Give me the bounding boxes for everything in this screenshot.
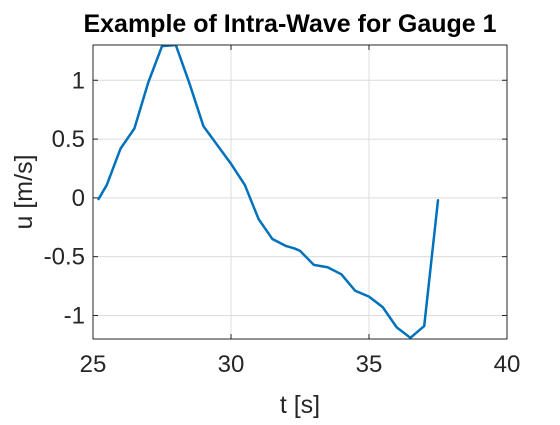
chart-title: Example of Intra-Wave for Gauge 1 <box>83 10 496 38</box>
y-tick-label: 1 <box>72 67 85 94</box>
x-tick-label: 25 <box>80 351 107 378</box>
y-tick-label: 0 <box>72 185 85 212</box>
y-tick-label: -1 <box>64 302 85 329</box>
series-line <box>97 45 440 339</box>
x-tick-labels: 25 30 35 40 <box>80 351 521 378</box>
axes-box <box>92 44 508 340</box>
grid-lines <box>92 45 508 339</box>
x-axis-label: t [s] <box>280 391 320 419</box>
tick-marks <box>92 45 508 339</box>
series-layer <box>97 45 440 339</box>
y-tick-labels: -1 -0.5 0 0.5 1 <box>44 67 85 329</box>
x-tick-label: 35 <box>356 351 383 378</box>
x-tick-label: 30 <box>218 351 245 378</box>
y-tick-label: -0.5 <box>44 244 85 271</box>
y-tick-label: 0.5 <box>52 126 85 153</box>
x-tick-label: 40 <box>494 351 521 378</box>
y-axis-label: u [m/s] <box>10 154 38 229</box>
